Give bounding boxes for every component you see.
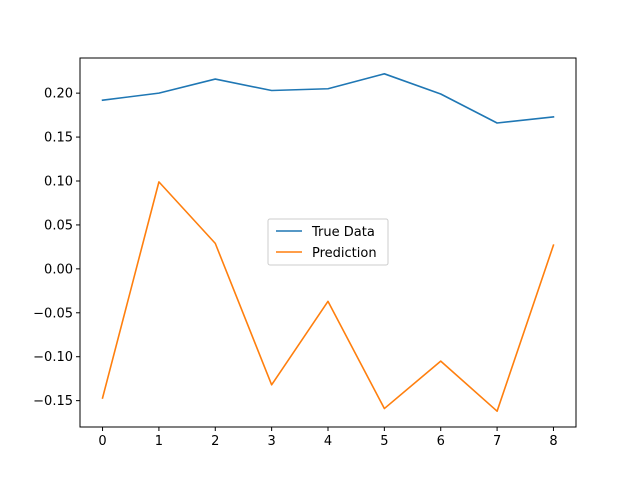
- y-tick-label: 0.05: [44, 218, 73, 233]
- x-tick-label: 5: [380, 434, 388, 449]
- y-tick-label: −0.05: [33, 306, 73, 321]
- x-tick-label: 8: [549, 434, 557, 449]
- legend: True Data Prediction: [267, 218, 389, 266]
- y-axis: −0.15 −0.10 −0.05 0.00 0.05 0.10 0.15 0.20: [33, 87, 80, 409]
- legend-label: Prediction: [312, 246, 377, 261]
- x-axis: 0 1 2 3 4 5 6 7 8: [98, 427, 558, 449]
- legend-label: True Data: [311, 225, 375, 240]
- y-tick-label: 0.00: [44, 262, 73, 277]
- series-lines: [101, 73, 555, 412]
- plot-frame: [79, 57, 577, 428]
- x-tick-label: 4: [324, 434, 332, 449]
- y-tick-label: 0.20: [44, 87, 73, 102]
- series-line-true-data: [101, 73, 555, 124]
- x-tick-label: 6: [437, 434, 445, 449]
- x-tick-label: 3: [267, 434, 275, 449]
- y-tick-label: −0.15: [33, 394, 73, 409]
- x-tick-label: 7: [493, 434, 501, 449]
- x-tick-label: 2: [211, 434, 219, 449]
- y-tick-label: −0.10: [33, 350, 73, 365]
- y-tick-label: 0.10: [44, 175, 73, 190]
- y-tick-label: 0.15: [44, 131, 73, 146]
- x-tick-label: 0: [98, 434, 106, 449]
- x-tick-label: 1: [155, 434, 163, 449]
- series-line-prediction: [101, 181, 555, 412]
